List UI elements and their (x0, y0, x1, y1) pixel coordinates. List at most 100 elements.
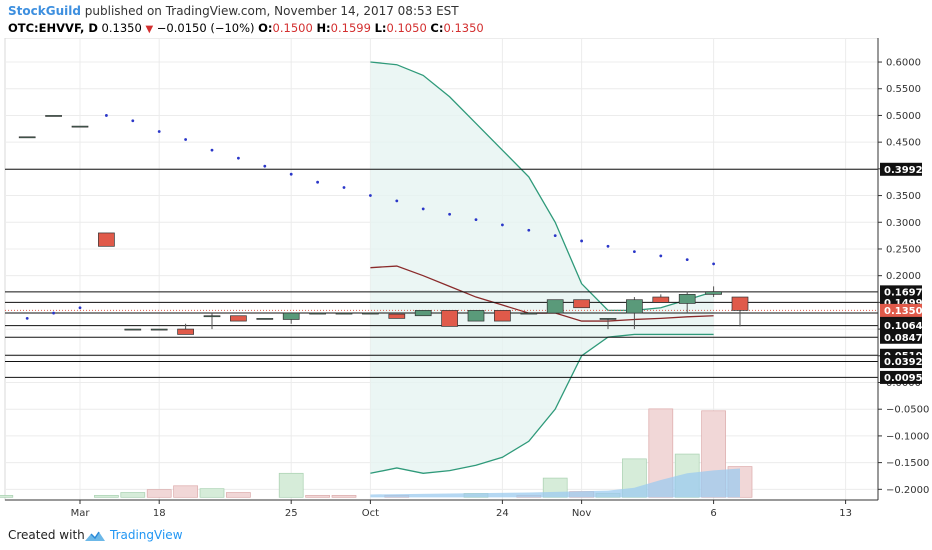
level-label-box (880, 285, 922, 299)
y-tick-label: 0.3000 (886, 218, 921, 229)
candle-body (203, 315, 221, 318)
volume-ma-area (370, 468, 740, 498)
price-chart[interactable]: 0.60000.55000.50000.45000.40000.35000.30… (0, 38, 932, 524)
sar-dot (105, 114, 108, 117)
candle-body (705, 291, 722, 295)
x-tick-label: Nov (572, 508, 592, 519)
level-label: 0.1499 (884, 298, 923, 309)
candle-body (98, 232, 115, 247)
symbol-label[interactable]: OTC:EHVVF, D (8, 21, 98, 35)
level-label: 0.0847 (884, 333, 923, 344)
y-tick-label: −0.1500 (886, 458, 929, 469)
chart-header: StockGuild published on TradingView.com,… (0, 0, 932, 38)
sar-dot (448, 212, 451, 216)
candle-body (520, 312, 538, 315)
close-label: C: (430, 21, 444, 35)
sar-dot (685, 258, 689, 262)
x-tick-label: 25 (285, 508, 298, 519)
level-label-box (880, 355, 922, 369)
volume-bar (120, 492, 146, 498)
candle-body (388, 313, 406, 319)
volume-bar (173, 485, 198, 498)
open-label: O: (258, 21, 273, 35)
y-tick-label: 0.3500 (886, 191, 921, 202)
candle-body (678, 294, 696, 304)
sar-dot (342, 186, 346, 189)
y-tick-label: −0.1000 (886, 431, 929, 442)
candle-body (45, 115, 62, 117)
sar-dot (421, 207, 425, 211)
level-label-box (880, 319, 922, 333)
created-with-text: Created with (8, 528, 85, 542)
sar-dot (712, 262, 715, 266)
x-tick-label: 13 (839, 508, 852, 519)
candle-body (467, 310, 485, 322)
high-label: H: (316, 21, 331, 35)
x-tick-label: Mar (71, 508, 91, 519)
sar-dot (395, 199, 399, 203)
sar-dot (78, 306, 82, 310)
sar-dot (369, 194, 372, 197)
bollinger-lower-line (370, 333, 714, 474)
sar-dot (501, 223, 504, 227)
low-value: 0.1050 (386, 21, 427, 35)
candle-body (177, 328, 194, 335)
candle-body (599, 318, 617, 320)
sar-dot (633, 250, 636, 254)
volume-bar (94, 495, 119, 498)
candle-body (652, 296, 670, 303)
sar-dot (157, 130, 161, 133)
x-tick-label: 24 (496, 508, 509, 519)
candle-body (731, 296, 749, 311)
x-tick-label: Oct (362, 508, 379, 519)
y-tick-label: 0.5000 (886, 111, 921, 122)
candle-body (124, 328, 142, 331)
price-change: −0.0150 (−10%) (156, 21, 255, 35)
level-label-box (880, 330, 922, 344)
candle-body (494, 310, 511, 322)
sar-dot (131, 119, 135, 123)
sar-dot (527, 228, 531, 232)
author-link[interactable]: StockGuild (8, 4, 81, 18)
y-tick-label: −0.0500 (886, 405, 929, 416)
sar-dot (474, 218, 478, 221)
volume-bar (199, 488, 225, 498)
y-tick-label: 0.5500 (886, 84, 921, 95)
y-tick-label: −0.2000 (886, 485, 929, 496)
volume-bar (0, 495, 14, 498)
chart-footer: Created with TradingView (0, 524, 932, 550)
candle-body (573, 299, 590, 309)
x-tick-label: 6 (710, 508, 716, 519)
x-tick-label: 18 (153, 508, 166, 519)
sar-dot (52, 311, 55, 315)
open-value: 0.1500 (272, 21, 313, 35)
tradingview-logo-icon (84, 528, 106, 547)
level-label-box (880, 162, 922, 176)
volume-bar (226, 492, 251, 498)
candle-body (71, 125, 89, 128)
y-tick-label: 0.2000 (886, 271, 921, 282)
level-label-box (880, 370, 922, 384)
last-price: 0.1350 (101, 21, 142, 35)
candle-body (18, 136, 36, 139)
candle-body (414, 310, 432, 317)
tradingview-brand[interactable]: TradingView (110, 528, 183, 542)
candle-body (335, 312, 353, 315)
bollinger-fill (370, 62, 714, 474)
candle-body (150, 328, 168, 331)
candle-body (362, 312, 379, 315)
sar-dot (659, 254, 663, 258)
candle-body (546, 299, 564, 314)
candle-body (626, 299, 643, 314)
y-tick-label: 0.2500 (886, 244, 921, 255)
ohlc-legend: OTC:EHVVF, D 0.1350 ▼ −0.0150 (−10%) O:0… (8, 21, 484, 35)
y-tick-label: 0.4500 (886, 138, 921, 149)
level-label: 0.1697 (884, 287, 923, 298)
last-price-label: 0.1350 (884, 306, 923, 317)
volume-bar (331, 495, 357, 498)
volume-bar (278, 472, 304, 498)
level-label: 0.1064 (884, 321, 923, 332)
publish-line: StockGuild published on TradingView.com,… (8, 4, 459, 18)
volume-bar (305, 495, 330, 498)
y-tick-label: 0.6000 (886, 58, 921, 69)
